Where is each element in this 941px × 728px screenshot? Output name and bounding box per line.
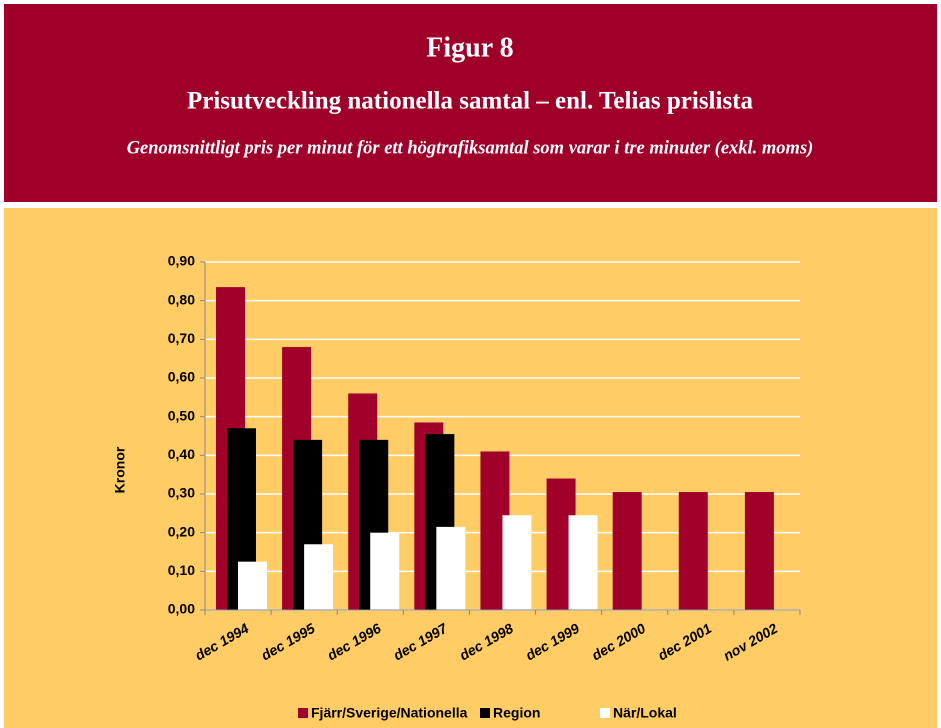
chart-title: Figur 8 [426,32,513,63]
bar [612,492,642,610]
chart-subtitle: Prisutveckling nationella samtal – enl. … [187,88,754,115]
y-tick-label: 0,60 [168,369,195,385]
bar [502,515,532,610]
legend-swatch [600,708,610,718]
legend-label: Region [493,705,540,721]
legend-label: När/Lokal [613,705,677,721]
bar [238,561,267,610]
bar [568,515,598,610]
y-tick-label: 0,00 [168,601,195,617]
header-band [4,4,937,202]
bar [304,544,334,610]
bar [436,526,466,610]
legend-swatch [298,708,308,718]
y-tick-label: 0,20 [168,523,195,539]
y-tick-label: 0,50 [168,407,195,423]
bar [678,492,708,610]
y-tick-label: 0,30 [168,485,195,501]
y-tick-label: 0,40 [168,446,195,462]
y-axis-label: Kronor [112,446,128,493]
y-tick-label: 0,80 [168,291,195,307]
y-tick-label: 0,10 [168,562,195,578]
legend-swatch [480,708,490,718]
bar [744,492,774,610]
legend-label: Fjärr/Sverige/Nationella [311,705,468,721]
chart-note: Genomsnittligt pris per minut för ett hö… [127,138,814,158]
y-tick-label: 0,90 [168,253,195,269]
y-tick-label: 0,70 [168,330,195,346]
chart-background [4,208,937,728]
bar [370,532,400,610]
